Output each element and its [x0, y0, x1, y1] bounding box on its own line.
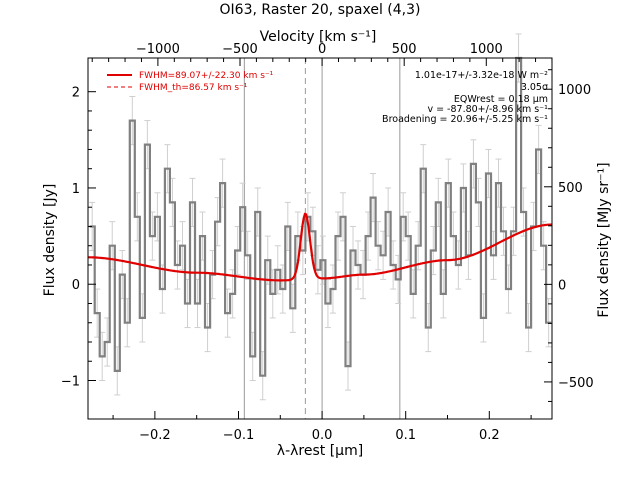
top-tick-label: −500 [222, 42, 258, 57]
y-tick-label: −1 [61, 374, 80, 389]
top-tick-label: 0 [318, 42, 326, 57]
annotation-sigma: 3.05σ [521, 82, 548, 93]
fit-curve [88, 212, 553, 282]
top-axis-label: Velocity [km s⁻¹] [260, 29, 377, 45]
x-tick-label: 0.2 [479, 428, 500, 443]
right-tick-label: 1000 [558, 83, 591, 98]
fit-annotations: 1.01e-17+/-3.32e-18 W m⁻² 3.05σ EQWrest … [382, 70, 548, 125]
top-tick-label: 500 [392, 42, 417, 57]
annotation-velocity: v = -87.80+/-8.96 km s⁻¹ [427, 104, 548, 115]
annotation-flux: 1.01e-17+/-3.32e-18 W m⁻² [415, 70, 548, 81]
y-tick-label: 2 [72, 86, 80, 101]
y-tick-label: 1 [72, 182, 80, 197]
top-tick-label: 1000 [470, 42, 503, 57]
right-tick-label: −500 [558, 376, 594, 391]
y-tick-label: 0 [72, 278, 80, 293]
right-tick-label: 500 [558, 181, 583, 196]
right-tick-label: 0 [558, 278, 566, 293]
plot-area: −0.2 −0.1 0.0 0.1 0.2 −1 0 1 2 −1000 −500 0 500 1000 −… [61, 33, 594, 443]
right-axis-label: Flux density [MJy sr⁻¹] [596, 162, 612, 317]
annotation-eqw: EQWrest = 0.18 μm [454, 94, 548, 105]
x-axis-label: λ-λrest [μm] [277, 443, 363, 459]
legend: FWHM=89.07+/-22.30 km s⁻¹ FWHM_th=86.57 … [107, 71, 274, 93]
x-tick-label: 0.0 [312, 428, 333, 443]
x-tick-label: 0.1 [395, 428, 416, 443]
annotation-broadening: Broadening = 20.96+/-5.25 km s⁻¹ [382, 114, 548, 125]
x-tick-label: −0.1 [223, 428, 255, 443]
spectrum-data-line [89, 56, 552, 377]
chart-title: OI63, Raster 20, spaxel (4,3) [220, 2, 421, 18]
legend-fwhm-th: FWHM_th=86.57 km s⁻¹ [139, 83, 248, 93]
top-tick-label: −1000 [136, 42, 180, 57]
plot-frame [87, 57, 553, 420]
x-tick-label: −0.2 [139, 428, 171, 443]
y-axis-label: Flux density [Jy] [42, 184, 58, 297]
legend-fwhm: FWHM=89.07+/-22.30 km s⁻¹ [139, 71, 274, 81]
